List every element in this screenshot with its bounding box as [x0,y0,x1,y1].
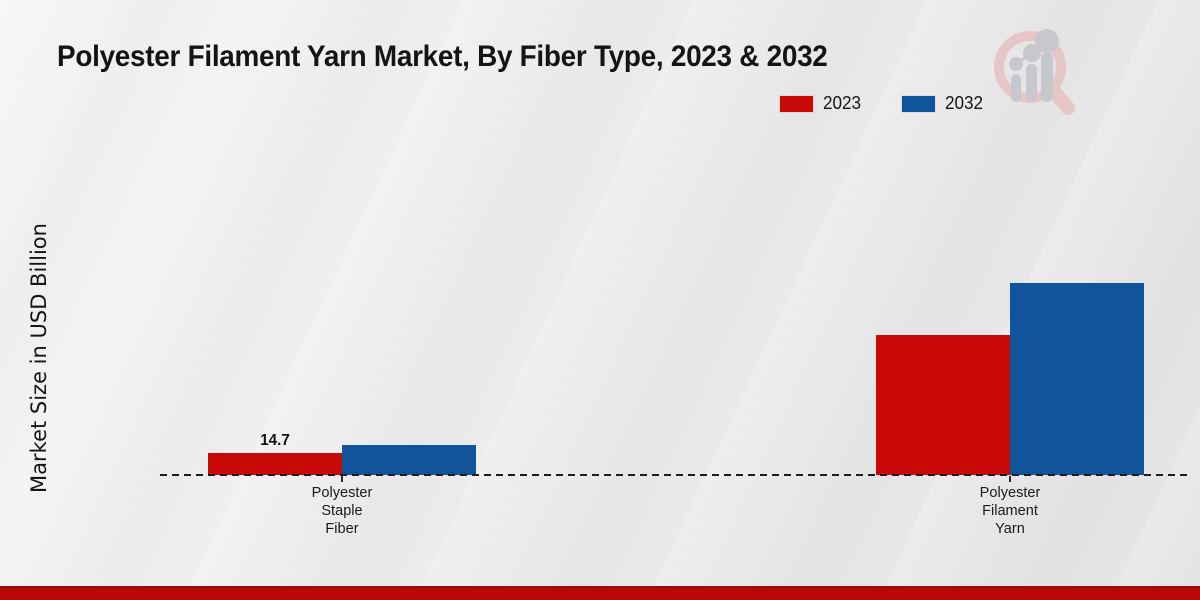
bar-2032-category-2 [1010,283,1144,475]
chart-legend: 2023 2032 [780,93,984,114]
chart-title: Polyester Filament Yarn Market, By Fiber… [57,40,828,73]
legend-item-2032: 2032 [902,93,984,114]
legend-label-2032: 2032 [945,93,984,113]
category-label-1: Polyester Staple Fiber [311,484,373,537]
x-axis-baseline [160,474,1190,476]
category-label-2: Polyester Filament Yarn [979,484,1041,537]
bar-2023-category-2 [876,335,1010,475]
magnifier-bar-chart-watermark-icon [985,22,1090,127]
legend-swatch-2023 [780,95,813,112]
legend-swatch-2032 [902,95,936,112]
bar-value-label: 14.7 [260,432,290,449]
bar-2032-category-1 [342,445,476,475]
bar-2023-category-1 [208,453,342,475]
axis-tick-1 [341,476,343,482]
legend-item-2023: 2023 [780,93,862,114]
footer-strip [0,586,1200,600]
legend-label-2023: 2023 [823,93,862,113]
axis-tick-2 [1009,476,1011,482]
